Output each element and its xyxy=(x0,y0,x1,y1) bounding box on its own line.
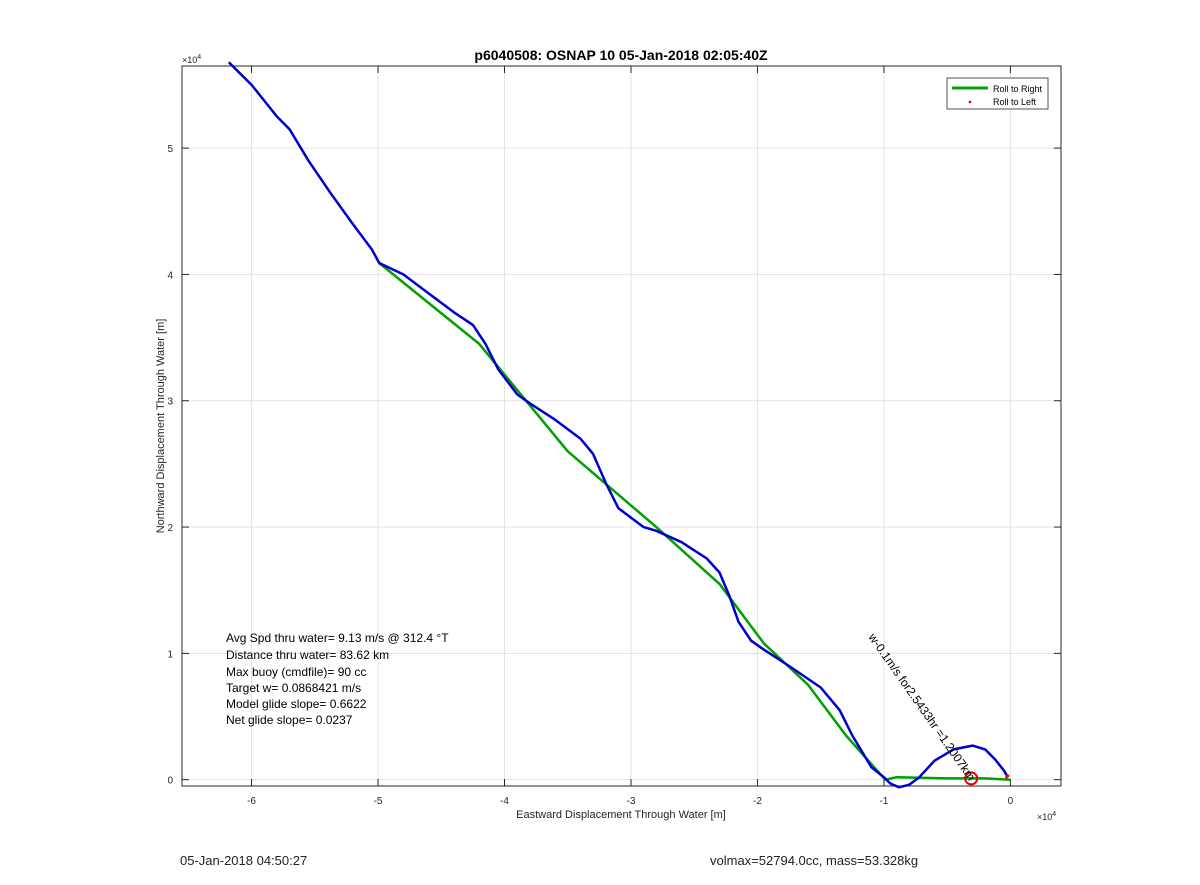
stats-block: Avg Spd thru water= 9.13 m/s @ 312.4 °T … xyxy=(226,631,449,727)
x-axis-label: Eastward Displacement Through Water [m] xyxy=(516,809,726,821)
y-tick-label: 5 xyxy=(167,144,173,155)
target-circle-marker xyxy=(964,771,979,786)
legend-box xyxy=(946,77,1049,110)
y-axis-label: Northward Displacement Through Water [m] xyxy=(155,319,167,534)
grid xyxy=(182,66,1061,786)
y-exponent-label: ×104 xyxy=(182,54,201,65)
legend: Roll to Right Roll to Left xyxy=(946,77,1049,110)
series-point-roll-to-left xyxy=(1005,775,1009,779)
x-tick-label: 0 xyxy=(1008,796,1014,807)
y-tick-label: 2 xyxy=(167,523,173,534)
y-tick-label: 0 xyxy=(167,776,173,787)
legend-label-roll-right: Roll to Right xyxy=(993,84,1043,94)
y-tick-label: 4 xyxy=(167,270,173,281)
x-tick-label: -2 xyxy=(753,796,762,807)
axis-ticks: -6 -5 -4 -3 -2 -1 0 0 1 2 3 4 5 xyxy=(167,66,1061,807)
y-tick-label: 3 xyxy=(167,397,173,408)
x-tick-label: -4 xyxy=(500,796,509,807)
x-tick-label: -6 xyxy=(247,796,256,807)
stat-max-buoy: Max buoy (cmdfile)= 90 cc xyxy=(226,665,366,679)
footer-mass-info: volmax=52794.0cc, mass=53.328kg xyxy=(710,853,919,868)
stat-model-glide-slope: Model glide slope= 0.6622 xyxy=(226,697,367,711)
x-exponent-base: ×10 xyxy=(1037,812,1052,822)
stat-distance: Distance thru water= 83.62 km xyxy=(226,648,389,662)
x-tick-label: -1 xyxy=(879,796,888,807)
x-tick-label: -3 xyxy=(627,796,636,807)
series-layer xyxy=(227,61,1011,789)
plot-frame xyxy=(181,65,1062,787)
glider-track-line xyxy=(227,61,1009,789)
legend-swatch-roll-left xyxy=(968,100,972,104)
series-line-roll-to-right xyxy=(378,262,1011,781)
y-exponent-base: ×10 xyxy=(182,55,197,65)
legend-label-roll-left: Roll to Left xyxy=(993,97,1037,107)
stat-avg-speed: Avg Spd thru water= 9.13 m/s @ 312.4 °T xyxy=(226,631,449,645)
plot-area xyxy=(182,66,1061,786)
footer-timestamp: 05-Jan-2018 04:50:27 xyxy=(180,853,308,868)
stat-net-glide-slope: Net glide slope= 0.0237 xyxy=(226,713,353,727)
x-tick-label: -5 xyxy=(374,796,383,807)
x-exponent-label: ×104 xyxy=(1037,811,1056,822)
y-tick-label: 1 xyxy=(167,649,173,660)
y-exponent-power: 4 xyxy=(197,54,201,61)
chart-title: p6040508: OSNAP 10 05-Jan-2018 02:05:40Z xyxy=(474,47,768,63)
x-exponent-power: 4 xyxy=(1052,811,1056,818)
stat-target-w: Target w= 0.0868421 m/s xyxy=(226,681,361,695)
